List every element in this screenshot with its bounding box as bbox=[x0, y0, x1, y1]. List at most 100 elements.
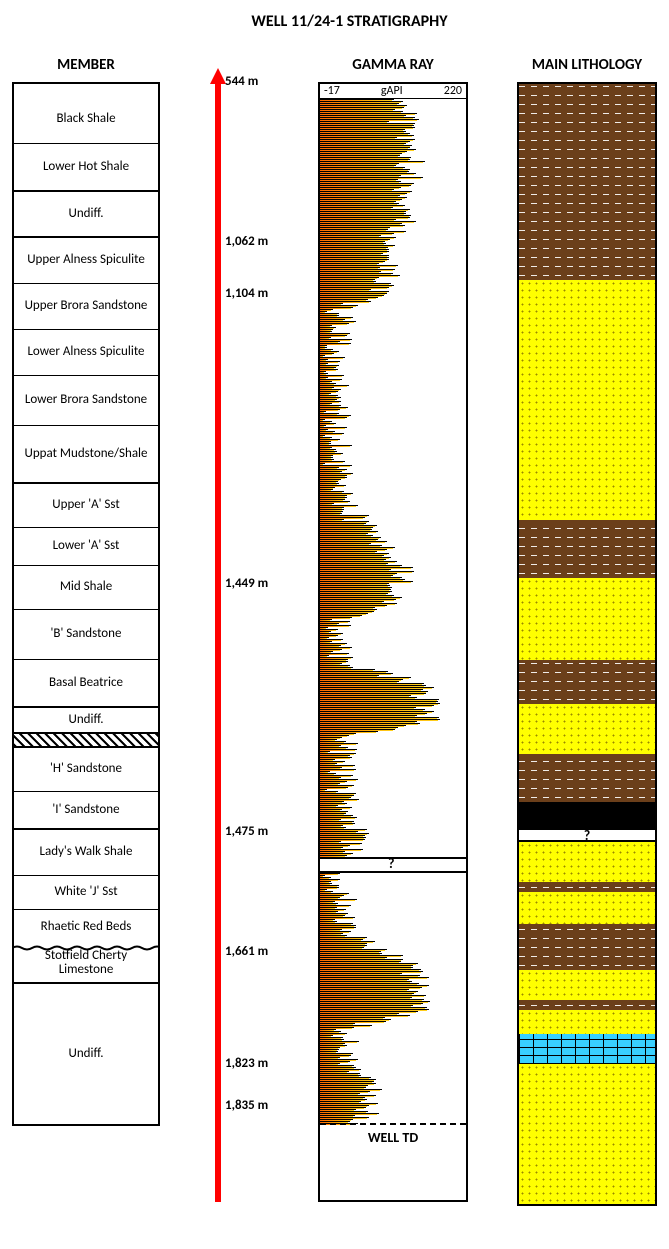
gamma-trace bbox=[320, 559, 386, 560]
lithology-unit bbox=[519, 1064, 655, 1204]
gamma-trace bbox=[320, 855, 347, 856]
gamma-trace bbox=[320, 209, 410, 210]
gamma-trace bbox=[320, 655, 329, 656]
gamma-trace bbox=[320, 105, 407, 106]
gamma-trace bbox=[320, 141, 410, 142]
gamma-trace bbox=[320, 1115, 355, 1116]
gamma-trace bbox=[320, 215, 411, 216]
gamma-trace bbox=[320, 939, 363, 940]
gamma-trace bbox=[320, 259, 389, 260]
gamma-trace bbox=[320, 1025, 372, 1026]
gamma-trace bbox=[320, 135, 414, 136]
gamma-trace bbox=[320, 795, 354, 796]
gamma-trace bbox=[320, 539, 378, 540]
depth-label: 1,449 m bbox=[225, 576, 268, 591]
page-title: WELL 11/24-1 STRATIGRAPHY bbox=[42, 12, 657, 31]
gamma-trace bbox=[320, 903, 338, 904]
gamma-trace bbox=[320, 517, 365, 518]
gamma-trace bbox=[320, 491, 344, 492]
gamma-trace bbox=[320, 733, 356, 734]
gamma-trace bbox=[320, 211, 406, 212]
gamma-trace bbox=[320, 889, 327, 890]
gamma-trace bbox=[320, 233, 394, 234]
gamma-trace bbox=[320, 1075, 361, 1076]
depth-label: 1,661 m bbox=[225, 944, 268, 959]
gamma-track: ?WELL TD bbox=[320, 99, 466, 1201]
member-box: Black ShaleLower Hot ShaleUndiff.Upper A… bbox=[12, 82, 160, 1126]
gamma-trace bbox=[320, 199, 402, 200]
gamma-trace bbox=[320, 477, 347, 478]
gamma-trace bbox=[320, 657, 353, 658]
gamma-trace bbox=[320, 241, 385, 242]
gamma-scale-unit: gAPI bbox=[381, 84, 403, 98]
gamma-trace bbox=[320, 579, 405, 580]
gamma-trace bbox=[320, 801, 344, 802]
member-label: Stotfield Cherty Limestone bbox=[18, 949, 154, 978]
gamma-trace bbox=[320, 985, 429, 986]
gamma-trace bbox=[320, 425, 326, 426]
gamma-trace bbox=[320, 167, 405, 168]
member-unit: Black Shale bbox=[14, 96, 158, 144]
gamma-trace bbox=[320, 169, 410, 170]
gamma-trace bbox=[320, 239, 390, 240]
gamma-trace bbox=[320, 997, 412, 998]
lithology-unit bbox=[519, 578, 655, 660]
gamma-trace bbox=[320, 697, 417, 698]
gamma-trace bbox=[320, 1047, 340, 1048]
gamma-trace bbox=[320, 1011, 418, 1012]
gamma-trace bbox=[320, 309, 333, 310]
gamma-trace bbox=[320, 761, 345, 762]
gamma-trace bbox=[320, 1067, 356, 1068]
gamma-trace bbox=[320, 423, 336, 424]
gamma-trace bbox=[320, 959, 403, 960]
gamma-trace bbox=[320, 227, 390, 228]
gamma-trace bbox=[320, 993, 414, 994]
member-unit: Upper Brora Sandstone bbox=[14, 284, 158, 330]
gamma-trace bbox=[320, 1049, 339, 1050]
member-label: 'H' Sandstone bbox=[50, 762, 122, 776]
gamma-trace bbox=[320, 949, 387, 950]
gamma-trace bbox=[320, 487, 335, 488]
gamma-trace bbox=[320, 1017, 385, 1018]
gamma-trace bbox=[320, 111, 403, 112]
gamma-trace bbox=[320, 965, 413, 966]
gamma-header: GAMMA RAY bbox=[318, 56, 468, 74]
gamma-trace bbox=[320, 399, 337, 400]
gamma-trace bbox=[320, 391, 338, 392]
gamma-trace bbox=[320, 941, 375, 942]
gamma-trace bbox=[320, 537, 381, 538]
gamma-trace bbox=[320, 289, 371, 290]
member-unit: Upper 'A' Sst bbox=[14, 484, 158, 528]
gamma-trace bbox=[320, 393, 331, 394]
gamma-trace bbox=[320, 943, 367, 944]
member-label: Lower Alness Spiculite bbox=[27, 345, 144, 359]
gamma-trace bbox=[320, 323, 349, 324]
gamma-trace bbox=[320, 271, 381, 272]
gamma-trace bbox=[320, 983, 419, 984]
gamma-trace bbox=[320, 131, 406, 132]
gamma-trace bbox=[320, 443, 331, 444]
gamma-trace bbox=[320, 299, 368, 300]
gamma-trace bbox=[320, 875, 325, 876]
gamma-trace bbox=[320, 417, 347, 418]
gamma-trace bbox=[320, 891, 333, 892]
gamma-trace bbox=[320, 381, 332, 382]
lithology-column: MAIN LITHOLOGY ? bbox=[517, 56, 657, 1206]
lithology-unit bbox=[519, 924, 655, 970]
member-label: 'B' Sandstone bbox=[51, 627, 122, 641]
gamma-trace bbox=[320, 779, 358, 780]
gamma-trace bbox=[320, 495, 347, 496]
gamma-trace bbox=[320, 273, 393, 274]
gamma-trace bbox=[320, 431, 335, 432]
gamma-trace bbox=[320, 371, 326, 372]
gamma-trace bbox=[320, 961, 401, 962]
gamma-trace bbox=[320, 767, 342, 768]
gamma-trace bbox=[320, 1071, 349, 1072]
gamma-trace bbox=[320, 979, 409, 980]
gamma-trace bbox=[320, 217, 410, 218]
gamma-trace bbox=[320, 721, 417, 722]
lithology-unit bbox=[519, 802, 655, 828]
gamma-trace bbox=[320, 447, 332, 448]
gamma-trace bbox=[320, 343, 351, 344]
member-unit: Mid Shale bbox=[14, 566, 158, 610]
